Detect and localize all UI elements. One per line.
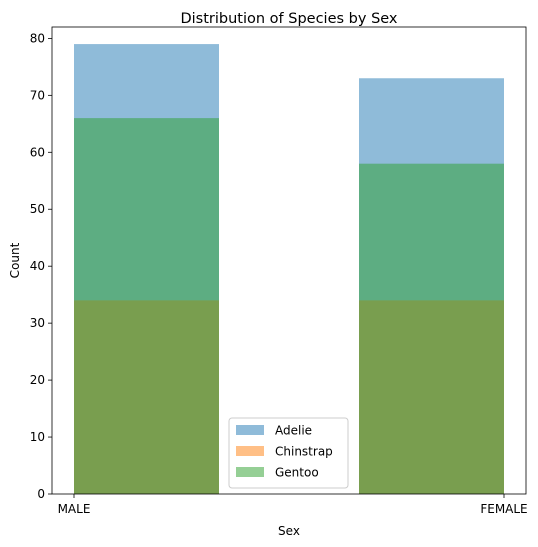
x-tick-label: FEMALE <box>480 502 527 516</box>
x-tick-label: MALE <box>58 502 91 516</box>
bar-gentoo-female <box>359 163 504 494</box>
bars-layer <box>74 44 504 495</box>
y-axis: 0 10 20 30 40 50 60 70 80 <box>30 31 52 501</box>
y-tick-label: 0 <box>37 487 45 501</box>
legend: Adelie Chinstrap Gentoo <box>228 417 349 489</box>
legend-swatch-gentoo <box>236 467 264 477</box>
y-tick-label: 40 <box>30 259 45 273</box>
y-tick-label: 80 <box>30 31 45 45</box>
legend-swatch-adelie <box>236 425 264 435</box>
legend-label-gentoo: Gentoo <box>275 466 319 480</box>
y-tick-label: 20 <box>30 373 45 387</box>
x-axis: MALE FEMALE <box>58 494 528 516</box>
legend-swatch-chinstrap <box>236 446 264 456</box>
y-tick-label: 10 <box>30 430 45 444</box>
y-axis-label: Count <box>8 242 22 278</box>
plot-frame <box>51 26 527 495</box>
y-tick-label: 30 <box>30 316 45 330</box>
x-axis-label: Sex <box>278 524 300 538</box>
chart-title: Distribution of Species by Sex <box>180 11 397 27</box>
legend-label-chinstrap: Chinstrap <box>275 445 333 459</box>
y-tick-label: 50 <box>30 202 45 216</box>
legend-label-adelie: Adelie <box>275 424 312 438</box>
y-tick-label: 70 <box>30 88 45 102</box>
y-tick-label: 60 <box>30 145 45 159</box>
bar-gentoo-male <box>74 118 219 494</box>
